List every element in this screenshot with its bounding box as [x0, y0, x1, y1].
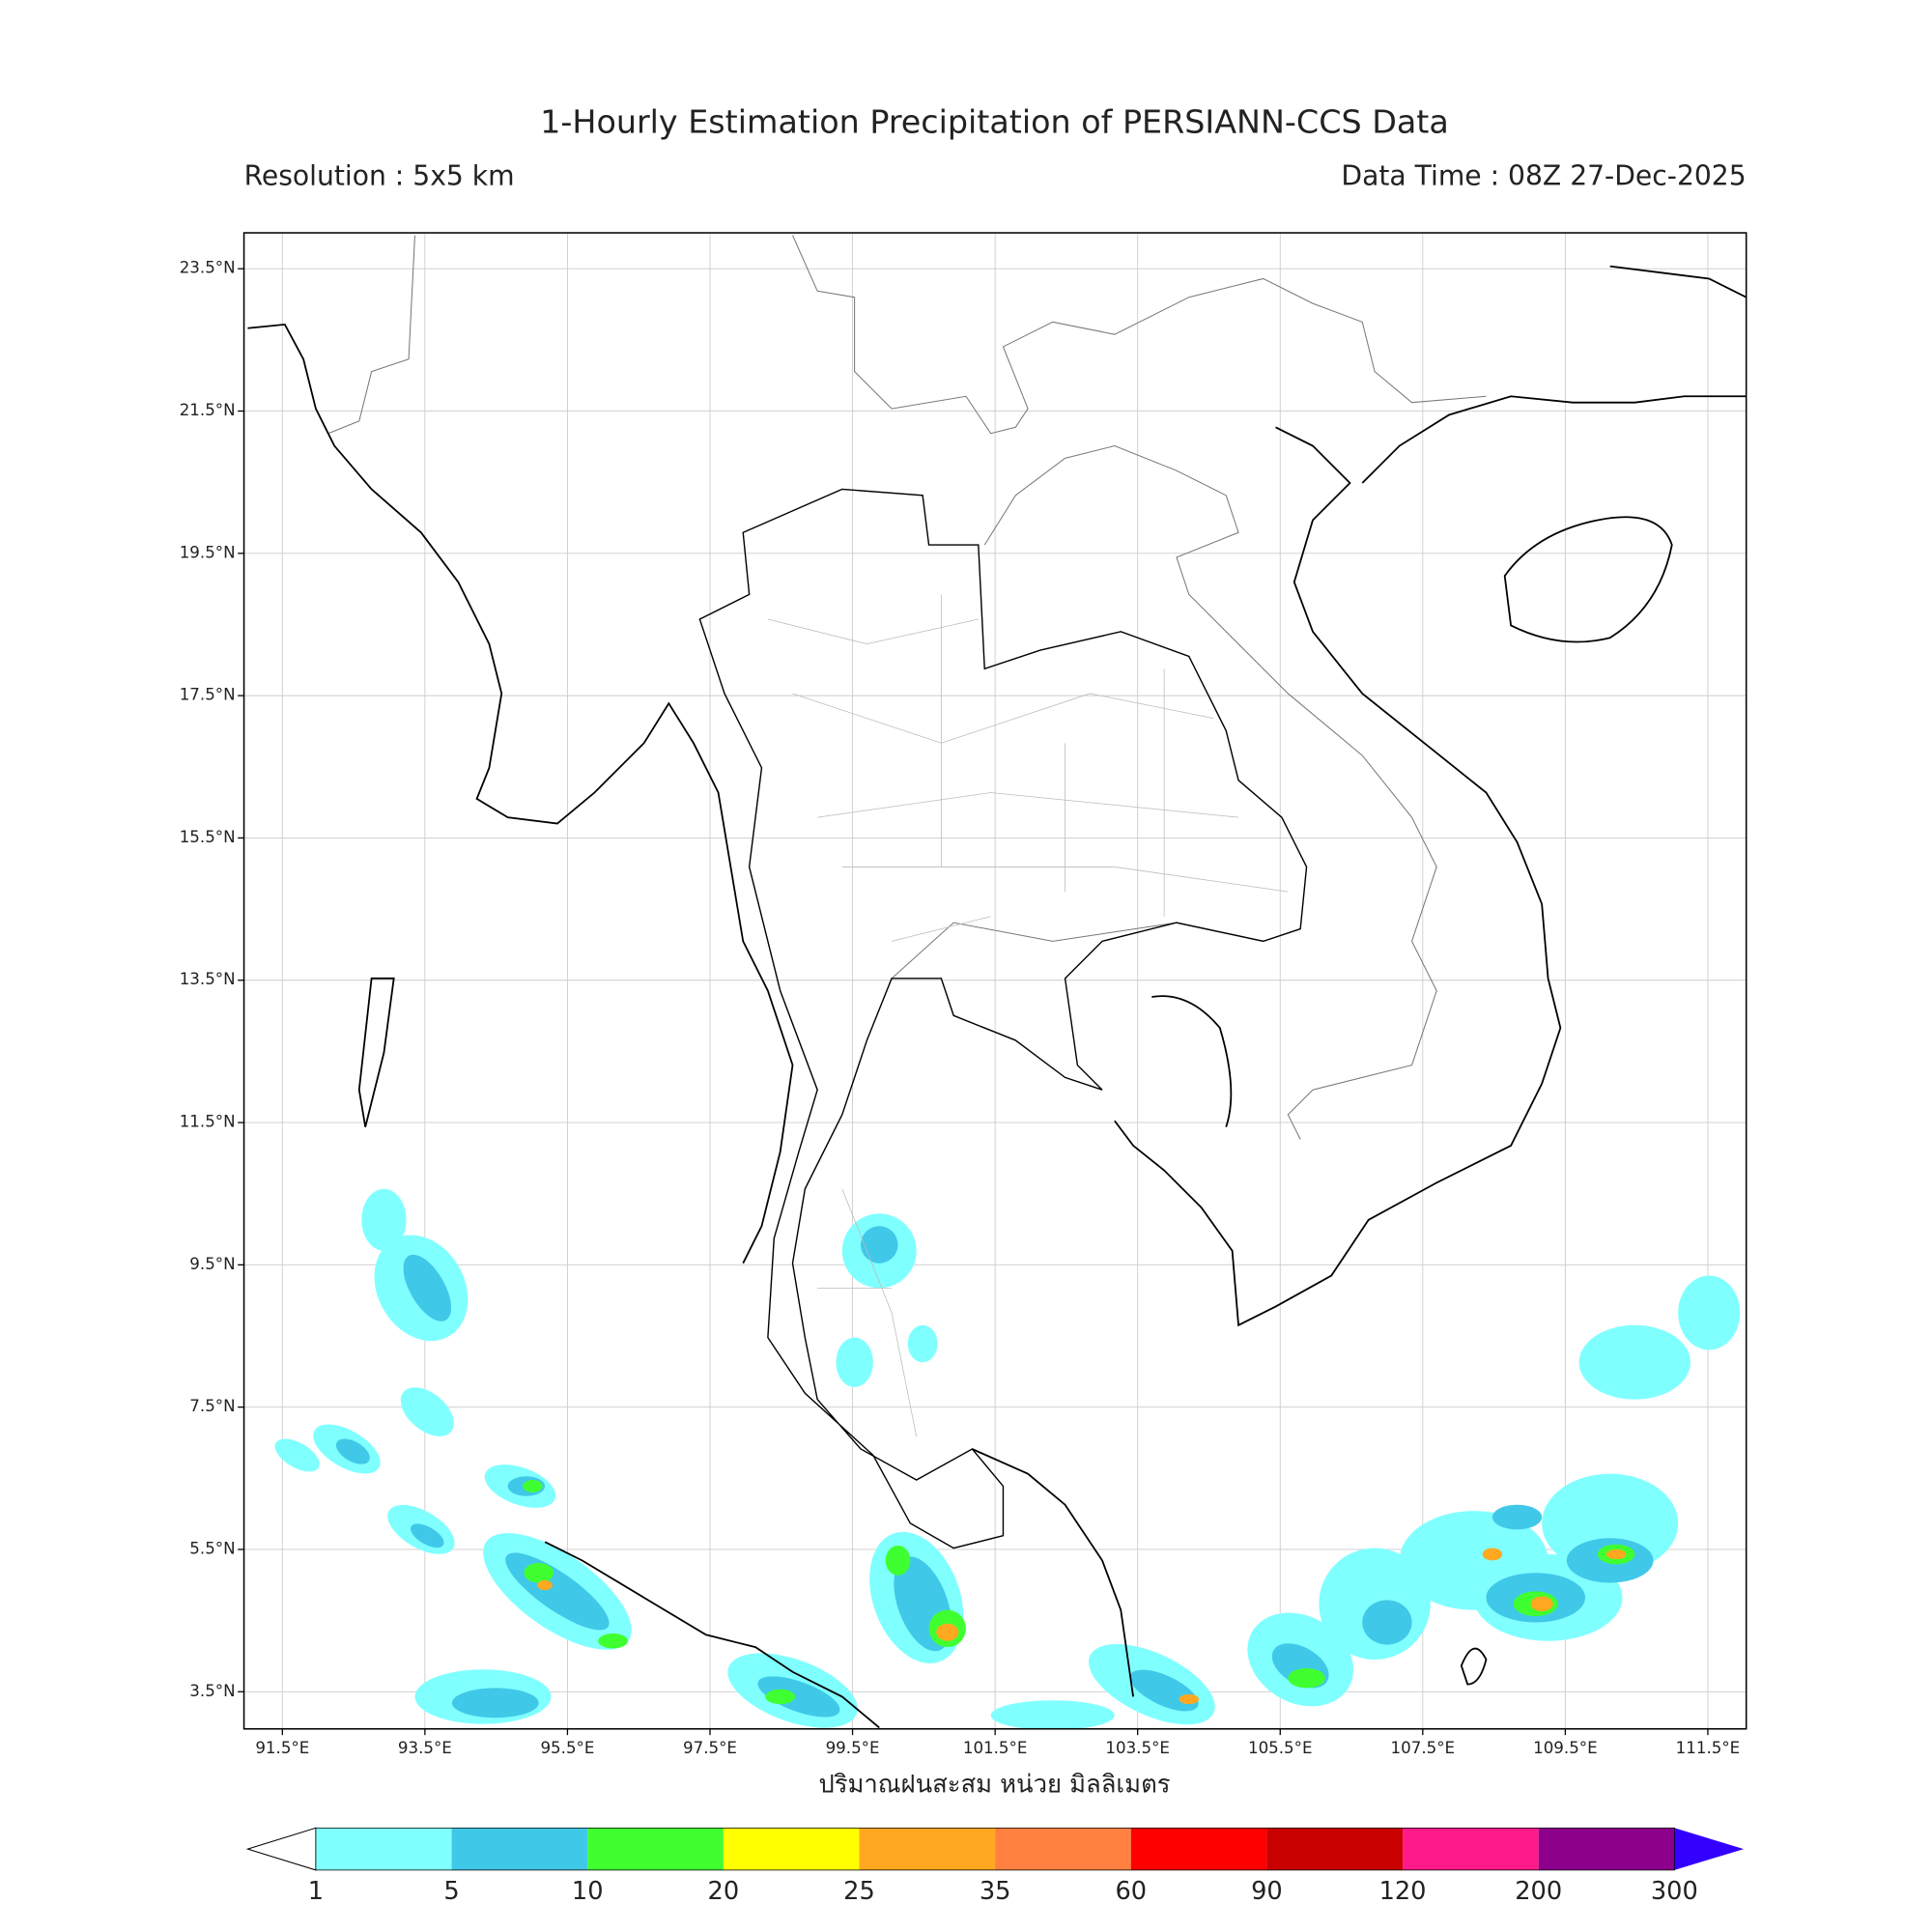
colorbar-segment — [451, 1828, 588, 1870]
colorbar-segment — [995, 1828, 1131, 1870]
y-tick-label: 13.5°N — [180, 970, 236, 988]
colorbar-label: 300 — [1651, 1877, 1698, 1906]
colorbar-segment — [1130, 1828, 1267, 1870]
colorbar-frame — [315, 1827, 1675, 1871]
y-tick-label: 19.5°N — [180, 543, 236, 561]
colorbar-label: 90 — [1251, 1877, 1283, 1906]
y-tick-label: 11.5°N — [180, 1113, 236, 1131]
y-tick-label: 23.5°N — [180, 259, 236, 277]
colorbar-segment — [1403, 1828, 1539, 1870]
colorbar-label: 35 — [980, 1877, 1011, 1906]
x-tick-label: 91.5°E — [255, 1739, 309, 1757]
x-tick-label: 93.5°E — [398, 1739, 452, 1757]
y-tick-label: 7.5°N — [189, 1397, 235, 1415]
colorbar-segment — [587, 1828, 724, 1870]
colorbar-label: 1 — [308, 1877, 324, 1906]
colorbar-segment — [723, 1828, 860, 1870]
y-tick-label: 15.5°N — [180, 828, 236, 846]
colorbar-label: 5 — [443, 1877, 459, 1906]
x-tick-label: 109.5°E — [1533, 1739, 1598, 1757]
y-tick-label: 17.5°N — [180, 686, 236, 704]
colorbar-segment — [859, 1828, 996, 1870]
x-tick-label: 101.5°E — [963, 1739, 1028, 1757]
colorbar-label: 20 — [708, 1877, 740, 1906]
y-tick-label: 3.5°N — [189, 1682, 235, 1700]
x-tick-label: 97.5°E — [683, 1739, 737, 1757]
resolution: Resolution : 5x5 km — [244, 159, 515, 191]
x-tick-label: 103.5°E — [1105, 1739, 1170, 1757]
colorbar-label: 60 — [1115, 1877, 1147, 1906]
y-tick-label: 9.5°N — [189, 1255, 235, 1273]
y-tick-label: 21.5°N — [180, 401, 236, 419]
colorbar: 1 5 10 20 25 35 60 90 120 200 300 — [245, 1827, 1745, 1906]
x-tick-label: 107.5°E — [1391, 1739, 1456, 1757]
colorbar-label: 200 — [1515, 1877, 1562, 1906]
boundaries — [247, 235, 1747, 1729]
x-axis-label: ปริมาณฝนสะสม หน่วย มิลลิเมตร — [818, 1771, 1170, 1800]
x-tick-label: 111.5°E — [1676, 1739, 1741, 1757]
colorbar-over — [1674, 1828, 1745, 1870]
colorbar-label: 10 — [572, 1877, 604, 1906]
map-area — [238, 232, 1747, 1736]
colorbar-segment — [315, 1828, 452, 1870]
x-tick-label: 105.5°E — [1248, 1739, 1313, 1757]
rain-field — [274, 1188, 1741, 1729]
colorbar-segment — [1266, 1828, 1404, 1870]
map-frame — [242, 232, 1747, 1730]
data-time: Data Time : 08Z 27-Dec-2025 — [1341, 159, 1746, 191]
y-tick-label: 5.5°N — [189, 1539, 235, 1557]
x-tick-label: 99.5°E — [826, 1739, 880, 1757]
colorbar-under — [245, 1827, 317, 1871]
colorbar-segment — [1538, 1828, 1675, 1870]
colorbar-label: 120 — [1379, 1877, 1427, 1906]
title: 1-Hourly Estimation Precipitation of PER… — [540, 103, 1449, 141]
colorbar-label: 25 — [843, 1877, 875, 1906]
x-tick-label: 95.5°E — [540, 1739, 594, 1757]
